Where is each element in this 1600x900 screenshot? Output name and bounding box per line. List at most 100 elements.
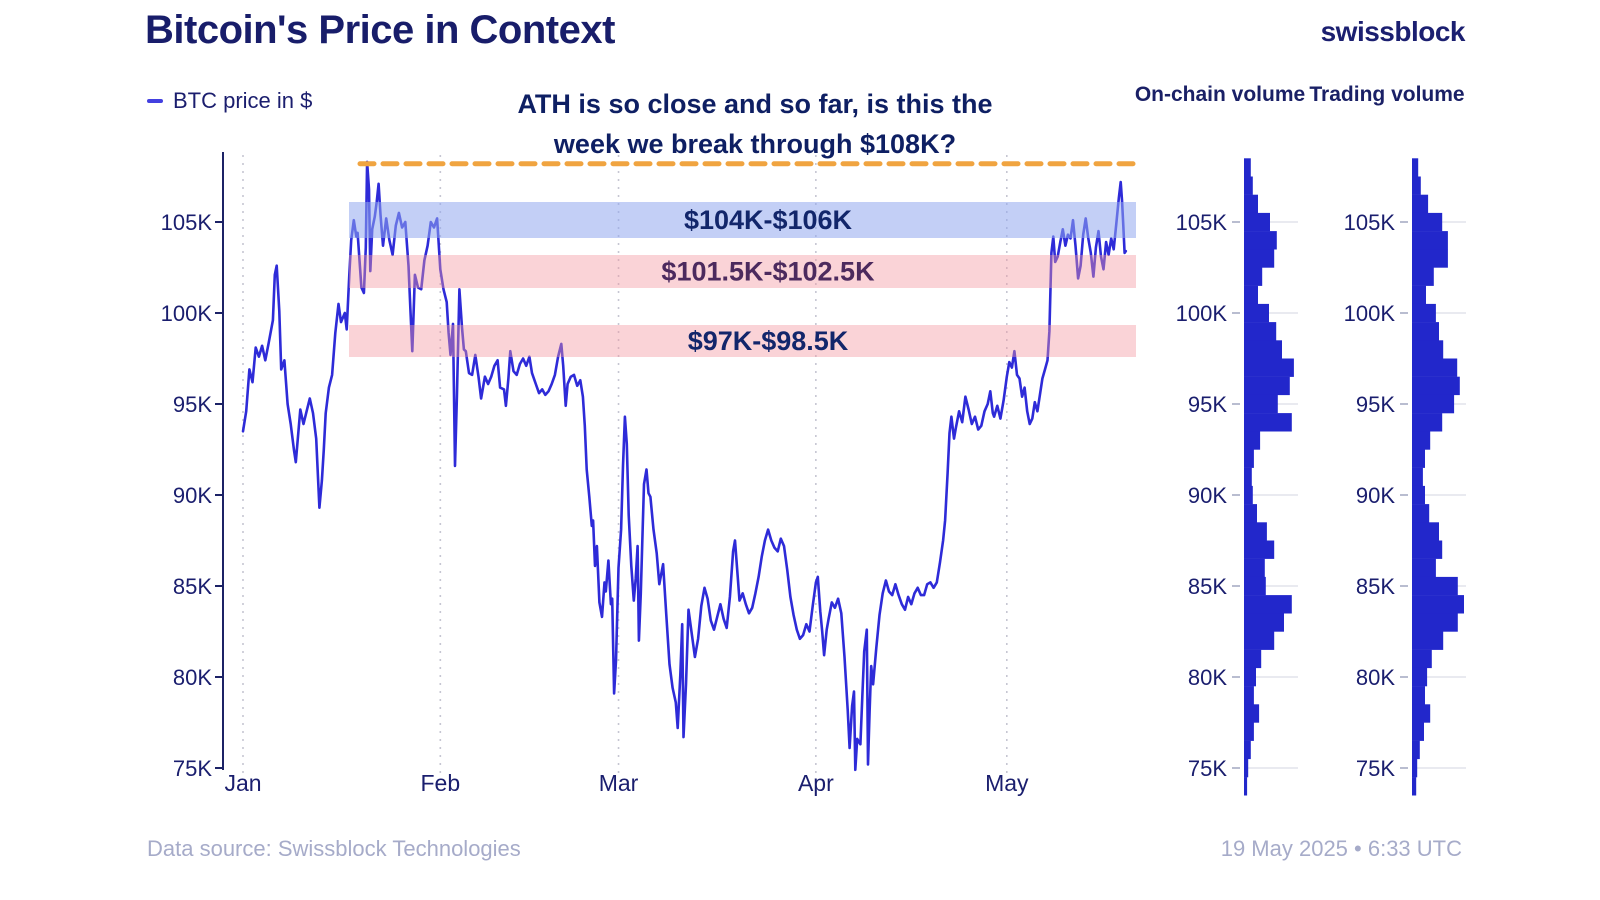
y-tick-label: 75K	[173, 756, 212, 781]
volume-bar	[1412, 231, 1448, 250]
data-source-note: Data source: Swissblock Technologies	[147, 836, 521, 861]
y-tick-label: 95K	[173, 392, 212, 417]
volume-bar	[1412, 631, 1444, 650]
volume-bar	[1244, 176, 1253, 195]
volume-tick-label: 80K	[1356, 665, 1395, 690]
volume-bar	[1412, 485, 1425, 505]
volume-bar	[1244, 231, 1277, 250]
volume-bar	[1244, 576, 1266, 596]
volume-tick-label: 100K	[1344, 301, 1396, 326]
ath-annotation-line1: ATH is so close and so far, is this the	[517, 89, 993, 119]
trading-volume-header: Trading volume	[1309, 83, 1465, 106]
volume-bar	[1244, 522, 1267, 541]
volume-bar	[1244, 649, 1262, 669]
volume-bar	[1244, 504, 1257, 523]
volume-bar	[1412, 413, 1443, 432]
volume-bar	[1412, 522, 1439, 541]
volume-bar	[1412, 558, 1436, 578]
band-label: $104K-$106K	[684, 205, 853, 235]
volume-tick-label: 105K	[1344, 210, 1396, 235]
y-tick-label: 85K	[173, 574, 212, 599]
volume-bar	[1412, 722, 1424, 741]
volume-bar	[1244, 686, 1254, 705]
volume-tick-label: 100K	[1176, 301, 1228, 326]
volume-bar	[1244, 194, 1258, 214]
volume-bar	[1244, 267, 1263, 286]
volume-bar	[1412, 540, 1443, 559]
volume-bar	[1412, 285, 1426, 305]
volume-bar	[1412, 649, 1432, 669]
volume-bar	[1412, 777, 1417, 796]
volume-tick-label: 95K	[1188, 392, 1227, 417]
band-label: $97K-$98.5K	[688, 326, 849, 356]
volume-tick-label: 95K	[1356, 392, 1395, 417]
volume-bar	[1412, 758, 1418, 778]
y-tick-label: 80K	[173, 665, 212, 690]
volume-bar	[1412, 686, 1425, 705]
volume-bar	[1244, 322, 1277, 341]
price-band	[349, 325, 1136, 357]
volume-bar	[1244, 467, 1252, 487]
volume-bar	[1244, 667, 1256, 687]
volume-bar	[1244, 376, 1290, 396]
volume-bar	[1412, 394, 1455, 414]
volume-bar	[1244, 777, 1248, 796]
legend-line-swatch-icon	[147, 99, 163, 103]
volume-bar	[1412, 212, 1443, 232]
month-label: Mar	[599, 770, 639, 796]
y-tick-label: 90K	[173, 483, 212, 508]
volume-bar	[1244, 631, 1275, 650]
volume-bar	[1244, 485, 1253, 505]
volume-tick-label: 90K	[1356, 483, 1395, 508]
volume-bar	[1412, 340, 1444, 359]
legend-label: BTC price in $	[173, 88, 313, 113]
volume-bar	[1412, 613, 1458, 632]
volume-tick-label: 105K	[1176, 210, 1228, 235]
page-title: Bitcoin's Price in Context	[145, 8, 615, 52]
month-label: Apr	[798, 770, 834, 796]
volume-bar	[1412, 740, 1420, 760]
volume-bar	[1412, 322, 1439, 341]
volume-bar	[1244, 303, 1269, 323]
volume-bar	[1244, 449, 1254, 468]
volume-bar	[1244, 740, 1251, 760]
ath-annotation: ATH is so close and so far, is this the …	[455, 84, 1055, 164]
volume-bar	[1244, 394, 1278, 414]
volume-bar	[1244, 558, 1265, 578]
volume-bar	[1244, 249, 1275, 268]
volume-bar	[1412, 158, 1419, 177]
onchain-volume-header: On-chain volume	[1134, 83, 1306, 106]
volume-bar	[1244, 613, 1284, 632]
band-label: $101.5K-$102.5K	[661, 257, 875, 287]
volume-bar	[1412, 504, 1430, 523]
volume-tick-label: 90K	[1188, 483, 1227, 508]
volume-tick-label: 75K	[1188, 756, 1227, 781]
volume-bar	[1412, 449, 1425, 468]
volume-bar	[1412, 249, 1448, 268]
volume-bar	[1412, 176, 1421, 195]
volume-bar	[1412, 704, 1431, 723]
volume-bar	[1412, 303, 1436, 323]
volume-bar	[1244, 704, 1260, 723]
volume-bar	[1244, 758, 1249, 778]
volume-bar	[1244, 413, 1292, 432]
volume-bar	[1244, 158, 1251, 177]
month-label: May	[985, 770, 1029, 796]
volume-bar	[1412, 267, 1434, 286]
y-tick-label: 100K	[161, 301, 213, 326]
volume-bar	[1412, 467, 1423, 487]
volume-bar	[1244, 722, 1254, 741]
volume-bar	[1412, 431, 1431, 450]
price-band	[349, 255, 1136, 288]
month-label: Feb	[420, 770, 460, 796]
volume-bar	[1244, 595, 1292, 614]
volume-bar	[1244, 212, 1270, 232]
volume-bar	[1412, 194, 1429, 214]
volume-tick-label: 80K	[1188, 665, 1227, 690]
volume-bar	[1412, 576, 1458, 596]
volume-tick-label: 75K	[1356, 756, 1395, 781]
volume-bar	[1244, 285, 1258, 305]
timestamp: 19 May 2025 • 6:33 UTC	[1220, 836, 1462, 861]
